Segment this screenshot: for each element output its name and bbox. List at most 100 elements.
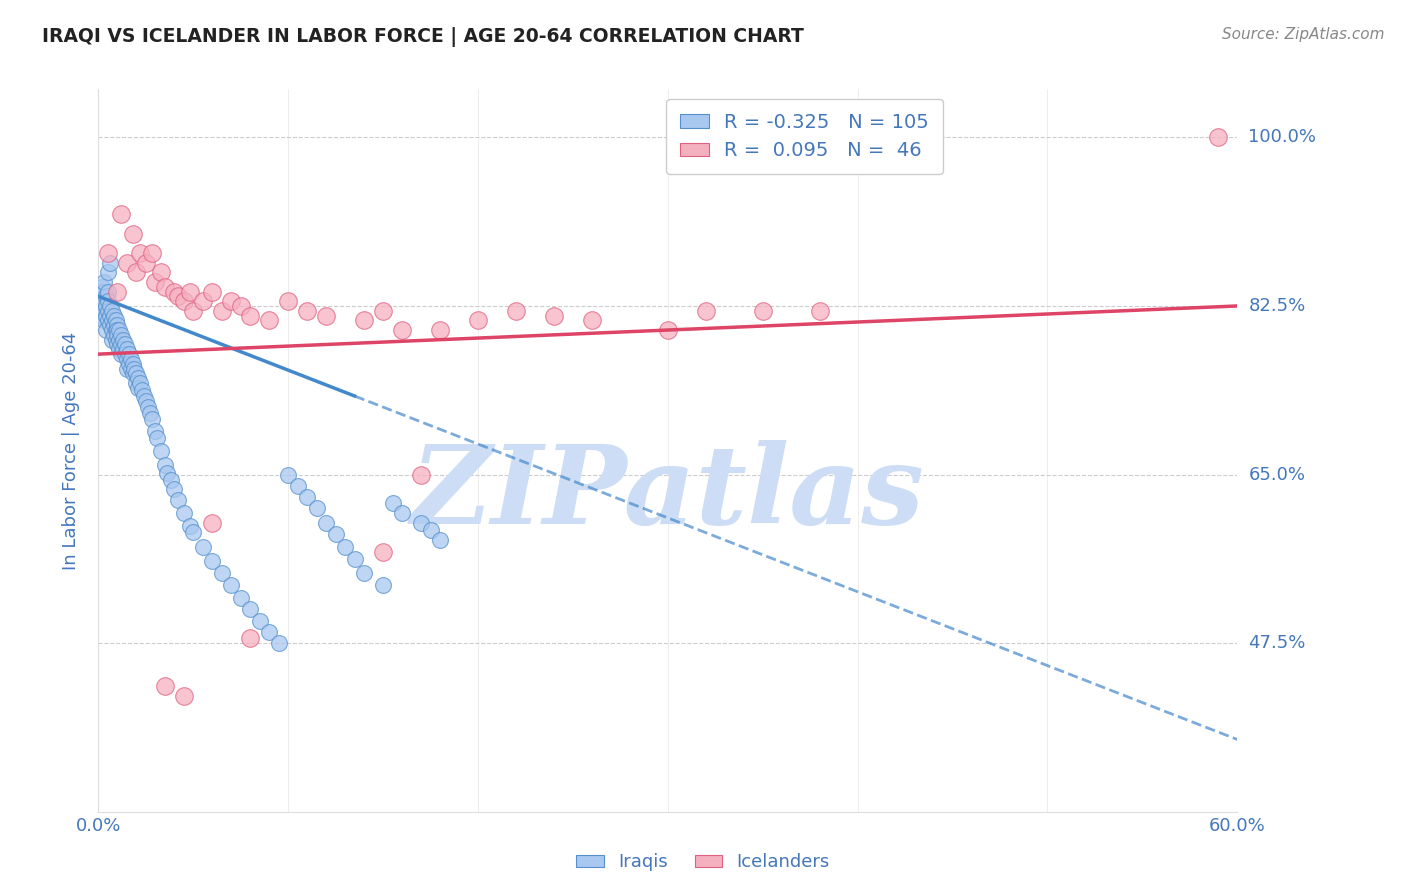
Text: Source: ZipAtlas.com: Source: ZipAtlas.com [1222, 27, 1385, 42]
Point [135, 394, 157, 409]
Point [411, 467, 433, 482]
Point [167, 492, 190, 507]
Point [297, 490, 319, 504]
Point [156, 466, 179, 480]
Point [108, 323, 131, 337]
Point [239, 632, 262, 646]
Point [97, 294, 120, 309]
Point [110, 337, 132, 351]
Point [100, 333, 122, 347]
Point [277, 467, 299, 482]
Text: 65.0%: 65.0% [1249, 466, 1305, 483]
Point [112, 333, 135, 347]
Point [381, 496, 404, 510]
Point [93, 294, 115, 309]
Point [145, 424, 167, 438]
Point [94, 323, 117, 337]
Point [371, 303, 394, 318]
Point [141, 246, 163, 260]
Point [353, 566, 375, 580]
Point [191, 540, 214, 554]
Point [98, 318, 121, 333]
Point [183, 525, 205, 540]
Point [108, 343, 131, 357]
Point [419, 524, 441, 538]
Point [297, 303, 319, 318]
Y-axis label: In Labor Force | Age 20-64: In Labor Force | Age 20-64 [62, 331, 80, 570]
Point [100, 303, 122, 318]
Point [221, 294, 243, 309]
Point [129, 246, 152, 260]
Point [97, 313, 120, 327]
Point [135, 255, 157, 269]
Point [183, 303, 205, 318]
Point [103, 327, 125, 342]
Point [115, 255, 138, 269]
Point [153, 279, 176, 293]
Point [201, 516, 224, 530]
Point [118, 347, 141, 361]
Legend: R = -0.325   N = 105, R =  0.095   N =  46: R = -0.325 N = 105, R = 0.095 N = 46 [666, 99, 943, 174]
Point [201, 554, 224, 568]
Point [107, 323, 129, 337]
Point [91, 279, 114, 293]
Point [150, 265, 173, 279]
Point [98, 309, 121, 323]
Point [343, 552, 366, 566]
Point [335, 540, 357, 554]
Point [104, 333, 127, 347]
Point [121, 227, 143, 241]
Point [120, 351, 142, 366]
Point [543, 309, 565, 323]
Point [89, 303, 111, 318]
Point [103, 309, 125, 323]
Point [94, 309, 117, 323]
Point [249, 614, 271, 628]
Point [125, 367, 148, 381]
Point [91, 289, 114, 303]
Point [97, 285, 120, 299]
Point [89, 285, 111, 299]
Point [145, 275, 167, 289]
Point [100, 313, 122, 327]
Point [429, 533, 451, 547]
Point [153, 458, 176, 472]
Point [1208, 130, 1230, 145]
Point [91, 309, 114, 323]
Point [141, 411, 163, 425]
Point [353, 313, 375, 327]
Point [259, 624, 281, 639]
Point [110, 347, 132, 361]
Point [163, 482, 186, 496]
Point [167, 289, 190, 303]
Point [114, 347, 136, 361]
Point [173, 506, 195, 520]
Point [371, 544, 394, 558]
Legend: Iraqis, Icelanders: Iraqis, Icelanders [569, 847, 837, 879]
Point [315, 309, 337, 323]
Point [581, 313, 603, 327]
Point [98, 255, 121, 269]
Point [94, 289, 117, 303]
Point [411, 516, 433, 530]
Point [371, 578, 394, 592]
Point [325, 527, 347, 541]
Text: ZIPatlas: ZIPatlas [411, 440, 925, 548]
Point [93, 303, 115, 318]
Point [97, 303, 120, 318]
Point [136, 400, 159, 414]
Point [695, 303, 717, 318]
Point [114, 337, 136, 351]
Point [150, 444, 173, 458]
Point [93, 313, 115, 327]
Point [391, 323, 413, 337]
Point [97, 265, 120, 279]
Point [229, 591, 252, 605]
Point [808, 303, 831, 318]
Point [112, 343, 135, 357]
Point [107, 327, 129, 342]
Point [132, 388, 155, 402]
Point [98, 299, 121, 313]
Point [115, 361, 138, 376]
Point [104, 323, 127, 337]
